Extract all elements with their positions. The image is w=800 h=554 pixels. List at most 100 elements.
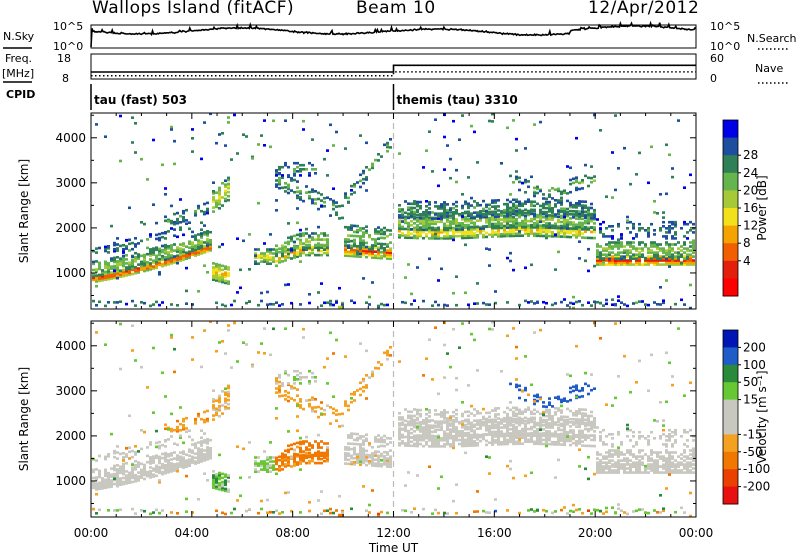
power-cell	[407, 212, 410, 216]
velocity-cell	[293, 460, 296, 463]
power-cell	[530, 223, 533, 227]
power-cell	[518, 202, 521, 206]
power-cell	[218, 273, 221, 277]
velocity-cell	[548, 401, 551, 404]
velocity-cell	[503, 424, 506, 427]
velocity-cell	[542, 418, 545, 422]
power-cell	[350, 246, 353, 250]
velocity-cell	[104, 482, 107, 485]
velocity-cell	[413, 438, 416, 442]
power-cell	[308, 194, 311, 198]
velocity-cell	[374, 436, 377, 439]
power-cell	[221, 264, 224, 268]
power-cell	[413, 236, 416, 240]
power-cell	[278, 247, 281, 251]
power-cell	[602, 235, 605, 238]
velocity-cell	[476, 444, 479, 447]
velocity-cell	[389, 437, 392, 440]
power-cell	[503, 230, 506, 234]
power-cell	[389, 257, 392, 261]
power-cell	[602, 257, 605, 260]
power-cell	[542, 226, 545, 229]
power-cell	[443, 222, 446, 226]
power-cell	[419, 234, 422, 238]
velocity-cell	[266, 468, 269, 471]
power-cell	[632, 241, 635, 244]
velocity-cell	[566, 433, 569, 436]
power-cell	[455, 168, 458, 172]
power-cell	[563, 298, 566, 301]
velocity-cell	[224, 487, 227, 491]
power-cell	[512, 219, 515, 223]
power-cell	[602, 247, 605, 250]
power-cell	[131, 241, 134, 245]
power-cell	[422, 228, 425, 231]
power-cell	[665, 279, 668, 282]
velocity-cell	[449, 430, 452, 433]
power-cell	[308, 234, 311, 238]
power-cell	[410, 228, 413, 231]
power-cell	[557, 233, 560, 236]
velocity-cell	[563, 415, 566, 419]
power-cell	[524, 191, 527, 194]
power-cell	[587, 221, 590, 225]
power-cell	[611, 257, 614, 260]
power-cell	[497, 231, 500, 234]
velocity-cell	[95, 492, 98, 496]
power-cell	[635, 249, 638, 252]
velocity-cell	[149, 460, 152, 463]
velocity-cell	[422, 428, 425, 431]
power-cell	[611, 229, 614, 232]
velocity-cell	[167, 459, 170, 462]
velocity-cell	[548, 408, 551, 412]
velocity-cell	[344, 452, 347, 455]
velocity-cell	[434, 421, 437, 424]
velocity-cell	[359, 445, 362, 448]
power-cell	[515, 209, 518, 213]
power-cell	[572, 203, 575, 207]
power-cell	[620, 235, 623, 238]
velocity-cell	[464, 425, 467, 429]
velocity-cell	[173, 469, 176, 472]
velocity-cell	[182, 424, 185, 427]
power-cell	[569, 223, 572, 226]
velocity-cell	[239, 494, 242, 498]
power-cell	[113, 260, 116, 264]
power-cell	[143, 267, 146, 271]
velocity-cell	[368, 455, 371, 459]
velocity-cell	[365, 455, 368, 459]
velocity-cell	[125, 455, 128, 458]
power-cell	[173, 234, 176, 237]
velocity-cell	[488, 420, 491, 424]
power-cell	[464, 291, 467, 295]
velocity-cell	[278, 386, 281, 390]
power-cell	[383, 230, 386, 234]
power-cell	[299, 246, 302, 249]
power-cell	[587, 208, 590, 212]
power-cell	[683, 222, 686, 226]
velocity-cell	[161, 462, 164, 466]
power-cell	[635, 253, 638, 256]
power-cell	[299, 250, 302, 253]
power-cell	[521, 228, 524, 231]
velocity-cell	[182, 466, 185, 469]
power-cell	[557, 209, 560, 212]
power-cell	[293, 190, 296, 194]
velocity-cell	[170, 336, 173, 339]
power-cell	[437, 220, 440, 224]
power-cell	[545, 230, 548, 234]
power-cell	[344, 225, 347, 229]
power-cell	[581, 214, 584, 218]
velocity-cell	[185, 510, 188, 513]
velocity-cell	[542, 401, 545, 404]
velocity-cell	[407, 416, 410, 420]
velocity-cell	[533, 416, 536, 420]
velocity-cell	[437, 439, 440, 442]
power-cell	[161, 231, 164, 235]
velocity-cell	[194, 460, 197, 463]
velocity-cell	[491, 426, 494, 430]
power-cell	[497, 220, 500, 223]
power-cell	[437, 226, 440, 230]
velocity-cell	[203, 329, 206, 332]
velocity-cell	[500, 418, 503, 421]
